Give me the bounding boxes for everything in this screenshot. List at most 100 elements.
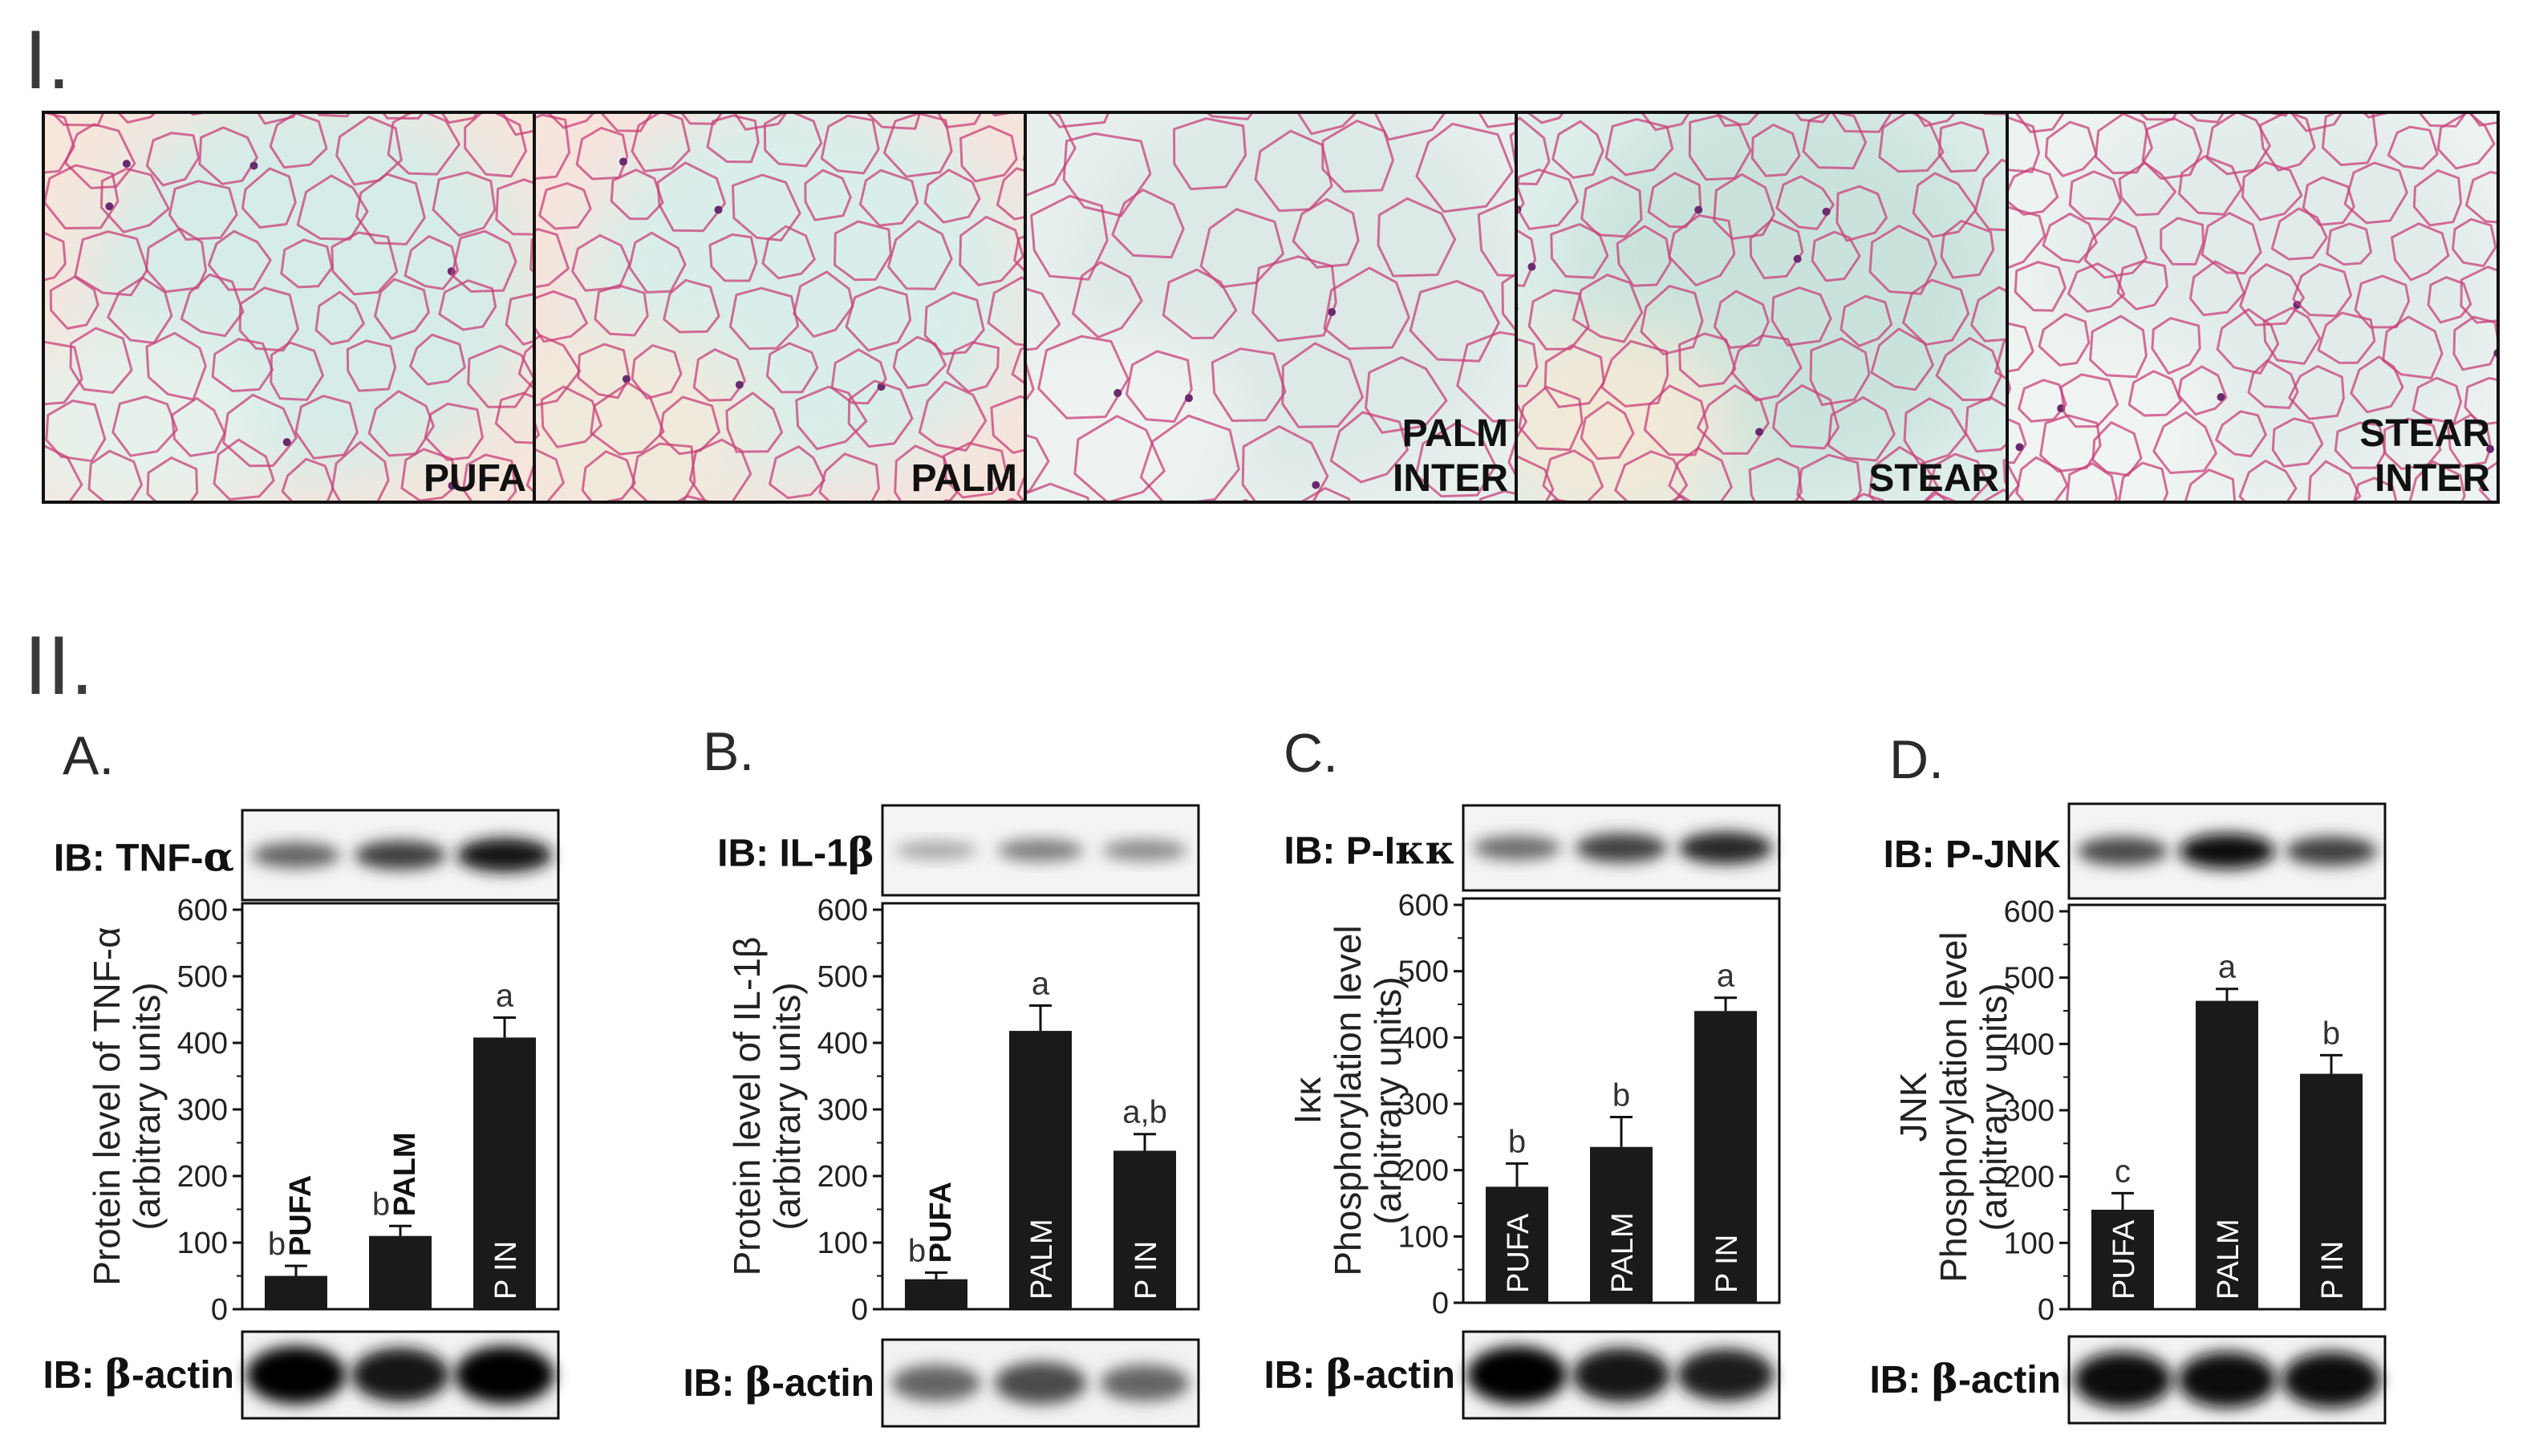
y-tick-label: 100 xyxy=(817,1227,868,1260)
western-blot-bottom xyxy=(881,1338,1200,1428)
blot-band xyxy=(456,838,553,873)
significance-label: b xyxy=(908,1233,926,1268)
blot-band xyxy=(2073,1352,2172,1408)
blot-band xyxy=(2077,837,2168,866)
y-axis-label: (arbitrary units) xyxy=(126,982,168,1230)
blot-band xyxy=(1100,1365,1190,1401)
blot-band xyxy=(1473,835,1561,861)
bar-category-label: PUFA xyxy=(1502,1213,1535,1293)
y-axis-label: (arbitrary units) xyxy=(1367,976,1409,1224)
histology-label: PALM xyxy=(911,457,1017,500)
y-axis-label: Phosphorylation level xyxy=(1327,925,1369,1276)
histology-label: PALM xyxy=(1402,412,1508,455)
y-tick-label: 400 xyxy=(1398,1021,1449,1055)
y-tick-label: 0 xyxy=(2038,1293,2054,1327)
bar xyxy=(1009,1031,1072,1309)
chart-panel: D. IB: P-JNK 0 100 200 300 400 500 600 JNKPhospho… xyxy=(1869,729,2387,1425)
ib-label-top: IB: TNF-α xyxy=(54,833,234,881)
y-tick-label: 300 xyxy=(817,1093,868,1127)
histology-panel: STEAR xyxy=(1515,111,2009,504)
micrograph-tissue xyxy=(2007,112,2498,502)
ib-label-bottom: IB: β-actin xyxy=(1869,1355,2061,1402)
significance-label: b xyxy=(2322,1016,2340,1051)
bar-category-label: PALM xyxy=(1025,1219,1059,1300)
blot-band xyxy=(997,838,1084,862)
section-II-label: II. xyxy=(24,619,94,712)
histology-label: INTER xyxy=(1393,457,1508,500)
ib-label-bottom: IB: β-actin xyxy=(1264,1350,1455,1397)
blot-band xyxy=(891,1365,981,1401)
bar-category-label: P IN xyxy=(1130,1241,1163,1300)
panel-letter: C. xyxy=(1284,723,1338,784)
micrograph-tissue xyxy=(534,112,1025,502)
y-tick-label: 400 xyxy=(177,1027,228,1061)
y-tick-label: 0 xyxy=(1432,1287,1449,1320)
blot-band xyxy=(1576,833,1667,863)
chart-panel: B. IB: IL-1β 0 100 200 300 400 500 600 Protein le… xyxy=(683,721,1200,1428)
western-blot-top xyxy=(1462,804,1781,892)
ib-label-top: IB: P-Iκκ xyxy=(1284,825,1455,873)
bar xyxy=(1694,1011,1758,1303)
bar-category-label: P IN xyxy=(489,1241,523,1300)
bar-category-label: PUFA xyxy=(2107,1219,2141,1300)
panel-letter: D. xyxy=(1889,729,1944,790)
micrograph-tissue xyxy=(1516,112,2007,502)
histology-label: STEAR xyxy=(2359,412,2490,455)
bar xyxy=(1590,1146,1653,1303)
significance-label: b xyxy=(1508,1124,1526,1159)
western-blot-bottom xyxy=(2067,1335,2387,1425)
y-axis-label: (arbitrary units) xyxy=(766,982,808,1230)
y-tick-label: 300 xyxy=(177,1093,228,1127)
y-axis-label: Protein level of TNF-α xyxy=(86,927,128,1286)
bar-category-label: P IN xyxy=(2316,1241,2350,1300)
y-tick-label: 200 xyxy=(2004,1161,2054,1194)
bar xyxy=(1113,1150,1177,1309)
blot-band xyxy=(2179,833,2275,869)
section-I-label: I. xyxy=(24,14,71,107)
bar xyxy=(264,1276,327,1309)
y-tick-label: 100 xyxy=(1398,1220,1449,1254)
histology-label: PUFA xyxy=(424,457,526,500)
bar xyxy=(2300,1073,2363,1309)
bar-category-label: PALM xyxy=(388,1132,422,1216)
bar xyxy=(2196,1000,2258,1309)
blot-band xyxy=(1466,1346,1567,1404)
y-tick-label: 400 xyxy=(2004,1028,2054,1061)
y-axis-label: JNK xyxy=(1892,1072,1934,1142)
bar-category-label: PUFA xyxy=(924,1182,958,1263)
blot-band xyxy=(2177,1352,2277,1408)
blot-band xyxy=(455,1346,555,1404)
y-tick-label: 100 xyxy=(177,1227,228,1260)
blot-band xyxy=(894,841,978,860)
micrograph-tissue xyxy=(1025,112,1516,502)
blot-band xyxy=(1572,1348,1670,1402)
bar-category-label: PALM xyxy=(1606,1212,1640,1293)
western-blot-panels: A. IB: TNF-α 0 100 200 300 400 500 600 Protein le… xyxy=(43,721,2387,1428)
y-tick-label: 0 xyxy=(851,1293,868,1327)
y-tick-label: 600 xyxy=(177,894,228,927)
significance-label: b xyxy=(1612,1078,1630,1113)
ib-label-top: IB: P-JNK xyxy=(1884,833,2062,876)
y-axis-label: Phosphorylation level xyxy=(1933,931,1974,1282)
bar-category-label: P IN xyxy=(1710,1235,1744,1293)
bar xyxy=(2091,1210,2154,1309)
y-tick-label: 500 xyxy=(2004,962,2054,996)
y-axis-label: Protein level of IL-1β xyxy=(726,937,768,1276)
ib-label-bottom: IB: β-actin xyxy=(683,1358,874,1405)
significance-label: a xyxy=(1032,967,1050,1002)
western-blot-top xyxy=(881,804,1200,897)
significance-label: a xyxy=(496,978,514,1013)
histology-label: STEAR xyxy=(1868,457,1999,500)
blot-band xyxy=(251,842,340,868)
blot-band xyxy=(2282,1352,2381,1408)
bar-category-label: PUFA xyxy=(284,1175,318,1256)
histology-panel: PUFA xyxy=(42,111,536,504)
y-tick-label: 200 xyxy=(177,1160,228,1194)
blot-band xyxy=(351,1348,449,1402)
chart-panel: C. IB: P-Iκκ 0 100 200 300 400 500 600 IκκPhospho… xyxy=(1264,723,1781,1420)
significance-label: b xyxy=(268,1227,286,1262)
significance-label: a xyxy=(1717,959,1735,994)
